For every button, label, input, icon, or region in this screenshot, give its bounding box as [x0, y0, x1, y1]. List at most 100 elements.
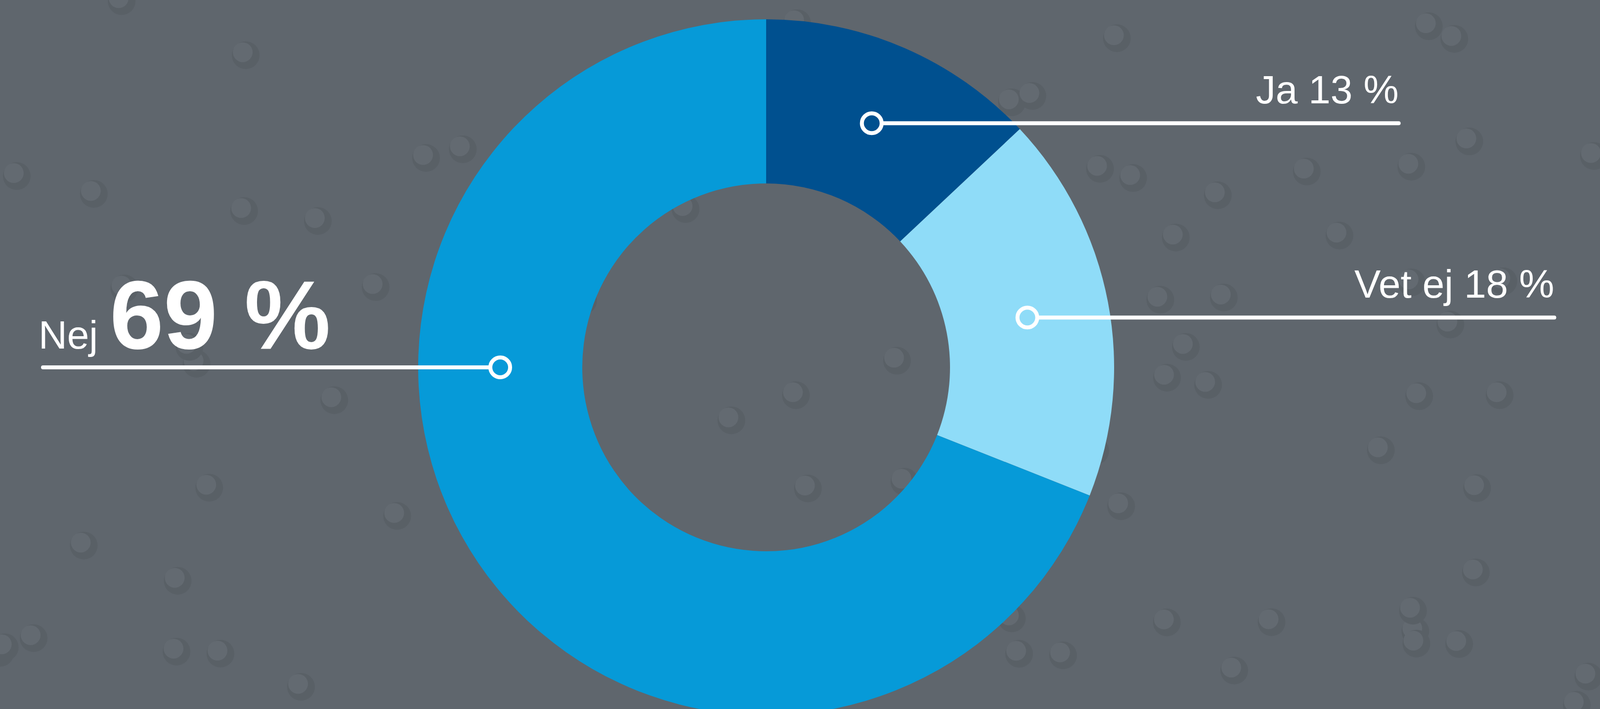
background-dot — [207, 640, 228, 661]
background-dot — [884, 347, 905, 368]
background-dot — [1437, 311, 1458, 332]
background-dot — [1050, 642, 1071, 663]
category-label: Vet ej — [1354, 261, 1454, 306]
background-dot — [1402, 629, 1431, 658]
background-dot — [1326, 222, 1347, 243]
background-dot — [1446, 631, 1467, 651]
background-dot — [1462, 558, 1490, 587]
background-dot — [361, 273, 390, 302]
background-dot — [1194, 370, 1222, 399]
value-label: 69 % — [109, 260, 331, 370]
background-dot — [1103, 24, 1131, 52]
background-dot — [1195, 371, 1215, 392]
background-dot — [998, 89, 1019, 110]
background-dot — [1205, 182, 1225, 203]
background-dot — [196, 474, 217, 495]
background-dot — [1400, 597, 1421, 618]
background-dot — [1171, 333, 1200, 361]
background-dot — [717, 406, 746, 434]
category-label: Ja — [1255, 67, 1298, 112]
background-dot — [1018, 82, 1047, 110]
background-dot — [1049, 641, 1078, 670]
background-dot — [1257, 607, 1286, 636]
labels: Ja13 % Vet ej18 % Nej69 % — [38, 67, 1555, 378]
background-dot — [232, 42, 253, 63]
background-dot — [362, 274, 383, 295]
background-dot — [1399, 596, 1428, 625]
background-dot — [163, 638, 184, 659]
background-dot — [1464, 475, 1484, 495]
background-dot — [81, 180, 101, 201]
background-dot — [20, 625, 41, 646]
background-dot — [1581, 143, 1600, 164]
background-dot — [1147, 286, 1168, 307]
background-dot — [1210, 284, 1231, 305]
background-dot — [0, 633, 19, 661]
background-dot — [1293, 157, 1321, 186]
background-dot — [413, 145, 433, 166]
background-dot — [718, 407, 739, 428]
background-dot — [1005, 639, 1034, 668]
background-dot — [1405, 382, 1433, 410]
background-dot — [230, 197, 259, 225]
background-dot — [69, 531, 98, 560]
background-dot — [288, 673, 308, 694]
background-dot — [1441, 26, 1462, 46]
background-dot — [1416, 13, 1436, 34]
background-dot — [1367, 436, 1395, 465]
leader-line — [1027, 315, 1555, 320]
background-dot — [1107, 492, 1135, 520]
background-dot — [231, 198, 252, 218]
background-dot — [1294, 158, 1314, 179]
background-dot — [1397, 152, 1426, 181]
background-dot — [107, 0, 136, 15]
background-dot — [1204, 181, 1232, 210]
background-dot — [1440, 25, 1469, 53]
leader-line — [871, 121, 1399, 126]
data-label: Ja13 % — [1255, 67, 1399, 112]
background-dot — [1455, 127, 1484, 156]
background-dot — [80, 179, 108, 208]
background-dot — [1087, 155, 1108, 176]
leader-dot — [490, 357, 511, 378]
background-dot — [304, 208, 325, 228]
background-dot — [1406, 383, 1427, 403]
background-dot — [781, 381, 810, 409]
background-dot — [1146, 285, 1175, 314]
background-dot — [1398, 153, 1419, 174]
background-dot — [1153, 363, 1181, 392]
background-dot — [448, 135, 477, 164]
background-dot — [0, 634, 12, 654]
background-dot — [1162, 223, 1190, 252]
background-dot — [1154, 364, 1174, 385]
background-dot — [449, 136, 470, 157]
background-dot — [1006, 640, 1027, 661]
background-dot — [1415, 12, 1443, 41]
background-dot — [383, 502, 412, 530]
background-dot — [195, 473, 223, 502]
category-label: Nej — [38, 312, 98, 357]
background-dot — [782, 382, 803, 402]
background-dot — [165, 567, 185, 588]
background-dot — [287, 672, 315, 701]
background-dot — [1019, 83, 1040, 103]
background-dot — [1221, 657, 1242, 678]
background-dot — [1172, 334, 1193, 354]
background-dot — [384, 503, 405, 523]
background-dot — [794, 474, 822, 503]
background-dot — [1086, 154, 1115, 183]
background-dot — [412, 144, 440, 173]
chart: Ja13 % Vet ej18 % Nej69 % — [0, 0, 1600, 709]
background-dot — [1562, 691, 1591, 709]
background-dot — [70, 532, 91, 553]
background-dot — [3, 163, 24, 183]
value-label: 18 % — [1464, 261, 1555, 306]
background-dot — [1445, 630, 1473, 658]
background-dot — [1463, 559, 1483, 580]
background-dot — [1104, 25, 1125, 45]
background-dot — [1153, 608, 1181, 637]
background-dot — [1456, 128, 1477, 149]
background-dot — [1485, 381, 1514, 409]
background-dot — [1436, 310, 1465, 339]
background-dot — [883, 346, 911, 375]
